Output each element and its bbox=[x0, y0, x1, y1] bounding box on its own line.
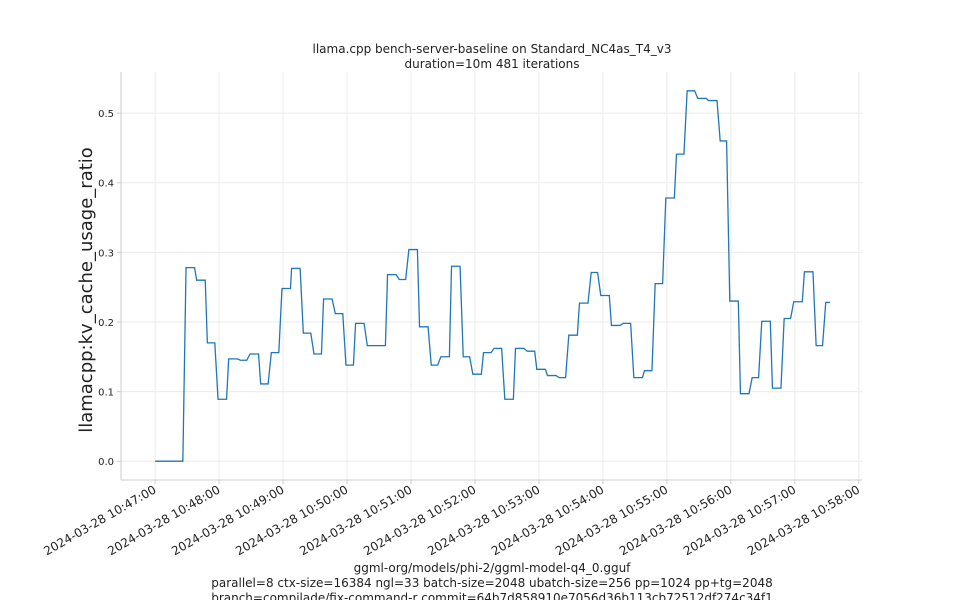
y-axis-label: llamacpp:kv_cache_usage_ratio bbox=[76, 147, 97, 433]
x-tick-label: 2024-03-28 10:53:00 bbox=[425, 482, 542, 558]
footer-line: parallel=8 ctx-size=16384 ngl=33 batch-s… bbox=[211, 576, 772, 590]
data-line bbox=[155, 90, 831, 462]
x-tick-label: 2024-03-28 10:55:00 bbox=[553, 482, 670, 558]
footer-line: branch=compilade/fix-command-r commit=64… bbox=[211, 591, 773, 600]
y-tick-label: 0.3 bbox=[98, 248, 114, 259]
x-tick-label: 2024-03-28 10:49:00 bbox=[169, 482, 286, 558]
x-tick-label: 2024-03-28 10:52:00 bbox=[361, 482, 478, 558]
chart-title: llama.cpp bench-server-baseline on Stand… bbox=[313, 42, 672, 56]
y-tick-label: 0.4 bbox=[98, 179, 114, 190]
y-tick-label: 0.5 bbox=[98, 109, 114, 120]
y-tick-label: 0.2 bbox=[98, 318, 114, 329]
x-tick-label: 2024-03-28 10:47:00 bbox=[41, 482, 158, 558]
x-tick-label: 2024-03-28 10:57:00 bbox=[681, 482, 798, 558]
x-tick-label: 2024-03-28 10:54:00 bbox=[489, 482, 606, 558]
x-tick-label: 2024-03-28 10:51:00 bbox=[297, 482, 414, 558]
footer-line: ggml-org/models/phi-2/ggml-model-q4_0.gg… bbox=[354, 561, 632, 575]
x-tick-label: 2024-03-28 10:58:00 bbox=[745, 482, 862, 558]
x-tick-label: 2024-03-28 10:50:00 bbox=[233, 482, 350, 558]
x-tick-label: 2024-03-28 10:56:00 bbox=[617, 482, 734, 558]
y-tick-label: 0.0 bbox=[98, 457, 114, 468]
y-tick-label: 0.1 bbox=[98, 388, 114, 399]
chart-subtitle: duration=10m 481 iterations bbox=[405, 57, 580, 71]
x-tick-label: 2024-03-28 10:48:00 bbox=[105, 482, 222, 558]
